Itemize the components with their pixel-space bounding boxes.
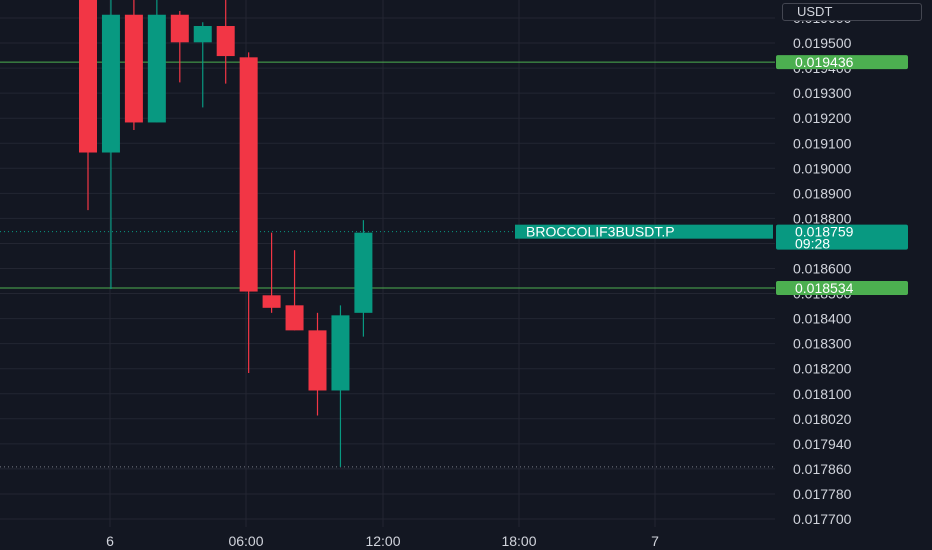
- time-tick-label: 18:00: [501, 533, 536, 549]
- time-tick-label: 12:00: [365, 533, 400, 549]
- price-tick-label: 0.018300: [793, 336, 852, 352]
- price-tick-label: 0.017700: [793, 511, 852, 527]
- price-tick-label: 0.017780: [793, 486, 852, 502]
- symbol-badge: [515, 224, 773, 239]
- candle: [147, 0, 166, 123]
- price-tick-label: 0.018200: [793, 361, 852, 377]
- candle: [331, 305, 350, 467]
- candle: [354, 220, 373, 337]
- price-tick-label: 0.018800: [793, 210, 852, 226]
- horizontal-line-price-text: 0.019436: [795, 54, 854, 70]
- time-tick-label: 06:00: [228, 533, 263, 549]
- candle-body: [308, 330, 327, 391]
- candle-body: [262, 295, 281, 308]
- candle-body: [331, 315, 350, 391]
- candle-body: [285, 305, 304, 331]
- price-tick-label: 0.018400: [793, 311, 852, 327]
- time-tick-label: 6: [106, 533, 114, 549]
- price-axis[interactable]: 0.0196000.0195000.0194000.0193000.019200…: [793, 10, 852, 527]
- currency-selector[interactable]: USDT: [782, 3, 922, 21]
- price-tick-label: 0.018600: [793, 261, 852, 277]
- currency-label: USDT: [797, 4, 833, 19]
- candle: [101, 0, 120, 290]
- candle-body: [124, 14, 143, 123]
- time-axis[interactable]: 6 06:00 12:00 18:00 7: [106, 533, 659, 549]
- last-price-badge: [776, 224, 908, 250]
- price-tick-label: 0.019500: [793, 35, 852, 51]
- candle: [239, 52, 258, 373]
- candle: [124, 0, 143, 130]
- candle: [285, 250, 304, 331]
- price-tick-label: 0.019300: [793, 85, 852, 101]
- candle-body: [101, 14, 120, 153]
- candle-body: [354, 232, 373, 313]
- candle-body: [170, 14, 189, 43]
- candle: [170, 10, 189, 83]
- candles: [79, 0, 373, 467]
- candle: [79, 0, 97, 211]
- price-tick-label: 0.019100: [793, 135, 852, 151]
- price-tick-label: 0.018100: [793, 386, 852, 402]
- price-tick-label: 0.019000: [793, 160, 852, 176]
- price-tick-label: 0.018900: [793, 185, 852, 201]
- horizontal-line-price-badge: [776, 55, 908, 70]
- price-labels: 0.019436 0.018534 BROCCOLIF3BUSDT.P 0.01875…: [515, 54, 908, 296]
- price-tick-label: 0.017940: [793, 436, 852, 452]
- candle-body: [79, 0, 97, 153]
- candle: [216, 0, 235, 84]
- price-tick-label: 0.017860: [793, 461, 852, 477]
- candle: [262, 232, 281, 313]
- candle-body: [239, 57, 258, 292]
- horizontal-line-price-text: 0.018534: [795, 280, 854, 296]
- candle-body: [193, 26, 212, 43]
- candle-body: [147, 14, 166, 123]
- candle: [308, 312, 327, 416]
- countdown-text: 09:28: [795, 236, 830, 252]
- candle-body: [216, 26, 235, 57]
- price-tick-label: 0.019200: [793, 110, 852, 126]
- symbol-label: BROCCOLIF3BUSDT.P: [526, 224, 675, 240]
- last-price-text: 0.018759: [795, 224, 854, 240]
- price-tick-label: 0.018020: [793, 411, 852, 427]
- candle: [193, 22, 212, 108]
- time-tick-label: 7: [651, 533, 659, 549]
- horizontal-line-price-badge: [776, 281, 908, 296]
